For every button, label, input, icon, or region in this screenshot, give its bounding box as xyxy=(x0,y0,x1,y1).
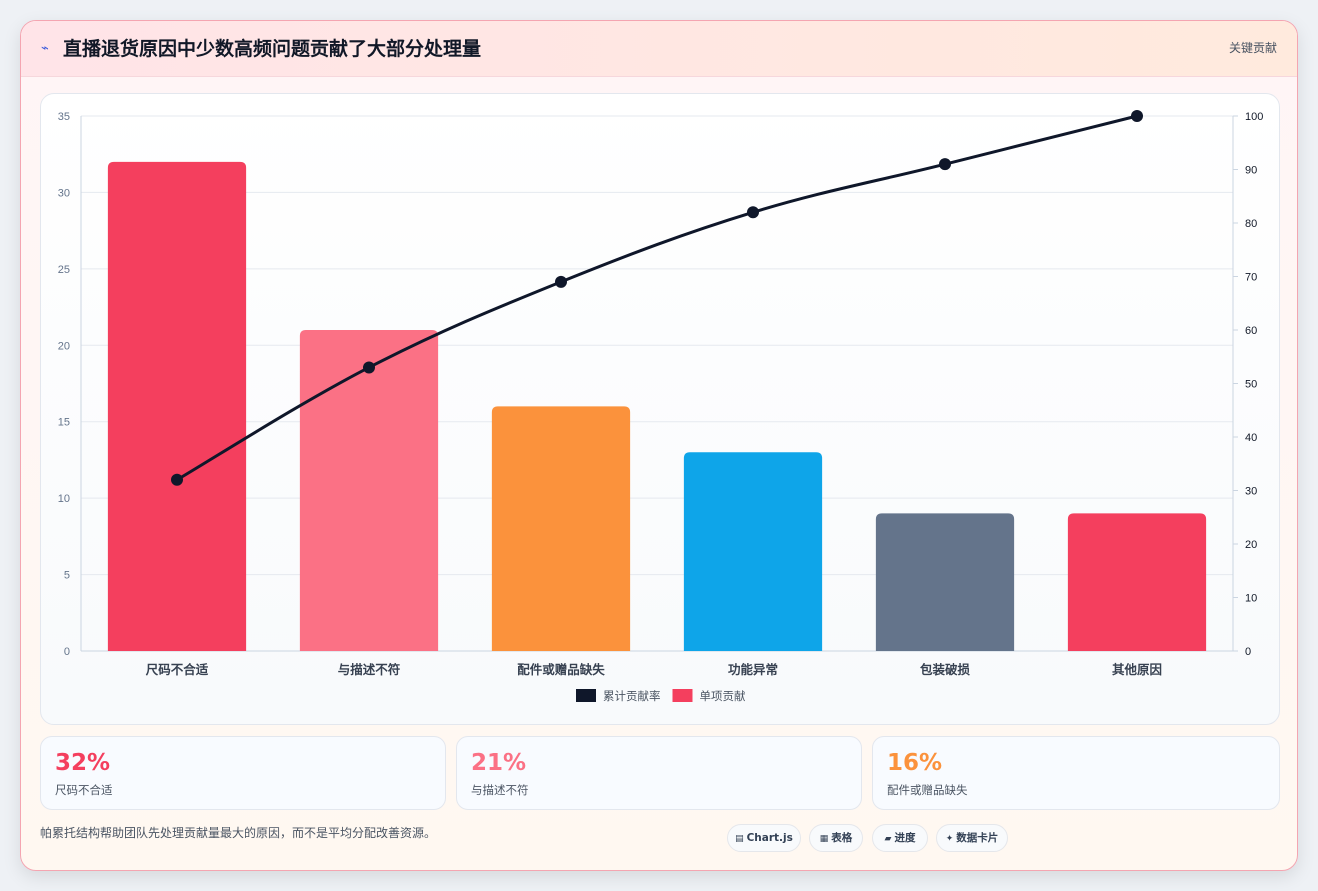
stat-value: 21% xyxy=(471,750,527,776)
y-left-tick: 10 xyxy=(58,493,70,505)
chart-area: 0 5 10 15 20 25 30 35 0 10 20 30 40 50 60 70 80 90 100 尺码不合… xyxy=(40,93,1280,725)
stat-label: 与描述不符 xyxy=(471,783,529,797)
tag-data-cards[interactable]: ✦ 数据卡片 xyxy=(936,824,1008,852)
y-right-tick: 40 xyxy=(1245,432,1257,444)
y-right-tick: 70 xyxy=(1245,272,1257,284)
bar xyxy=(107,161,247,651)
pareto-chart: 0 5 10 15 20 25 30 35 0 10 20 30 40 50 60 70 80 90 100 尺码不合… xyxy=(58,110,1263,703)
chart-title: 直播退货原因中少数高频问题贡献了大部分处理量 xyxy=(63,38,482,60)
y-right-tick: 0 xyxy=(1245,646,1251,658)
line-point xyxy=(939,158,951,171)
tag-label: 表格 xyxy=(831,832,853,844)
tag-label: Chart.js xyxy=(746,832,793,844)
bar xyxy=(875,513,1015,651)
sparkle-icon: ✦ xyxy=(945,834,954,844)
y-left-tick: 30 xyxy=(58,187,70,199)
y-right-tick: 90 xyxy=(1245,165,1257,177)
x-tick-label: 与描述不符 xyxy=(338,662,401,677)
y-right-tick: 60 xyxy=(1245,325,1257,337)
cumulative-line xyxy=(176,114,1138,482)
x-tick-label: 功能异常 xyxy=(728,662,778,677)
stat-label: 尺码不合适 xyxy=(55,783,113,797)
footnote: 帕累托结构帮助团队先处理贡献量最大的原因，而不是平均分配改善资源。 xyxy=(40,826,437,840)
legend-swatch xyxy=(672,689,693,702)
bar xyxy=(491,406,631,651)
line-point xyxy=(363,361,375,374)
legend-label: 单项贡献 xyxy=(700,689,746,703)
bar xyxy=(1067,513,1207,651)
line-point xyxy=(171,473,183,486)
header-badge: 关键贡献 xyxy=(1228,41,1277,55)
y-left-tick: 25 xyxy=(58,264,70,276)
y-right-tick: 80 xyxy=(1245,218,1257,230)
bar xyxy=(683,452,823,651)
x-tick-label: 包装破损 xyxy=(919,662,971,677)
y-right-tick: 10 xyxy=(1245,593,1257,605)
bar xyxy=(299,330,439,651)
chart-icon: ▤ xyxy=(735,834,744,844)
stat-card-3: 16% 配件或赠品缺失 xyxy=(872,736,1280,810)
y-left-tick: 20 xyxy=(58,340,70,352)
line-point xyxy=(555,275,567,288)
tag-label: 进度 xyxy=(894,832,916,844)
table-icon: ▦ xyxy=(819,834,829,844)
y-right-tick: 50 xyxy=(1245,379,1257,391)
tag-chartjs[interactable]: ▤ Chart.js xyxy=(727,824,801,852)
y-left-tick: 0 xyxy=(64,646,70,658)
card-header: ⌁ 直播退货原因中少数高频问题贡献了大部分处理量 关键贡献 xyxy=(21,21,1297,77)
chart-card: ⌁ 直播退货原因中少数高频问题贡献了大部分处理量 关键贡献 0 5 10 15 20 25… xyxy=(20,20,1298,871)
lightning-icon: ⌁ xyxy=(41,41,49,56)
tag-label: 数据卡片 xyxy=(956,832,999,844)
y-right-tick: 20 xyxy=(1245,539,1257,551)
stat-value: 16% xyxy=(887,750,943,776)
y-right-tick: 100 xyxy=(1245,111,1263,123)
legend-swatch xyxy=(576,689,596,702)
y-right-tick: 30 xyxy=(1245,486,1257,498)
y-left-tick: 5 xyxy=(64,570,70,582)
x-tick-label: 配件或赠品缺失 xyxy=(517,662,605,677)
tag-progress[interactable]: ▰ 进度 xyxy=(872,824,928,852)
legend-label: 累计贡献率 xyxy=(603,689,661,703)
y-left-tick: 15 xyxy=(58,417,70,429)
tag-table[interactable]: ▦ 表格 xyxy=(809,824,863,852)
stat-card-2: 21% 与描述不符 xyxy=(456,736,862,810)
x-tick-label: 尺码不合适 xyxy=(146,662,209,677)
progress-icon: ▰ xyxy=(884,834,892,844)
stat-label: 配件或赠品缺失 xyxy=(887,783,968,797)
x-tick-label: 其他原因 xyxy=(1112,662,1162,677)
stat-card-1: 32% 尺码不合适 xyxy=(40,736,446,810)
y-left-tick: 35 xyxy=(58,111,70,123)
line-point xyxy=(1131,110,1143,122)
line-point xyxy=(747,206,759,219)
stat-value: 32% xyxy=(55,750,111,776)
